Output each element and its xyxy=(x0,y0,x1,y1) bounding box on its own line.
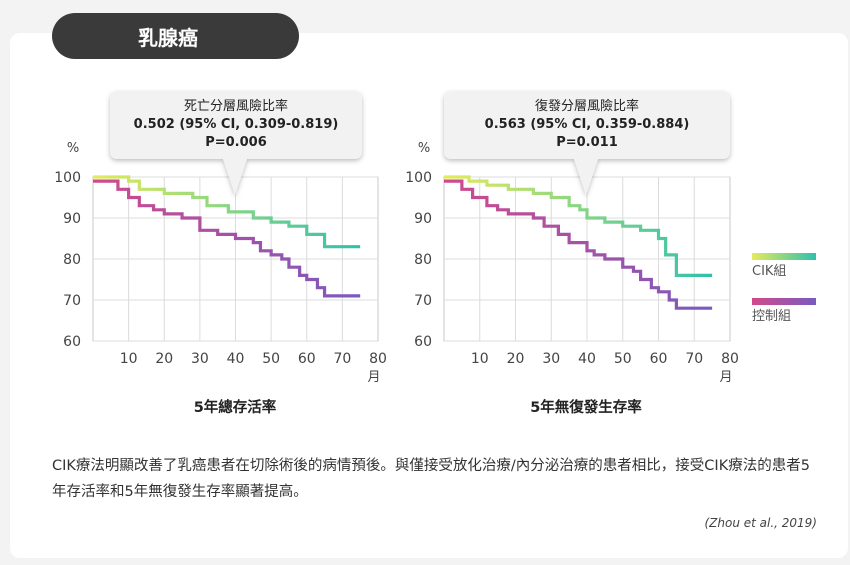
chart-title: 5年總存活率 xyxy=(194,398,277,416)
x-tick-label: 40 xyxy=(227,351,245,367)
chart-title: 5年無復發生存率 xyxy=(530,398,642,416)
x-axis-unit: 月 xyxy=(719,370,732,385)
chart-panel-1: 100 90 80 70 60 10 20 30 40 50 60 70 80% 月 5年總存活率死亡分層風… xyxy=(54,91,387,416)
x-tick-label: 10 xyxy=(471,351,489,367)
page-title: 乳腺癌 xyxy=(52,13,299,59)
y-tick-label: 80 xyxy=(414,252,432,268)
x-tick-label: 30 xyxy=(191,351,209,367)
y-tick-label: 100 xyxy=(405,170,432,186)
legend-label: 控制組 xyxy=(752,309,791,324)
x-tick-label: 50 xyxy=(614,351,632,367)
y-tick-label: 80 xyxy=(63,252,81,268)
y-axis-unit: % xyxy=(418,141,430,156)
y-tick-label: 90 xyxy=(414,211,432,227)
x-tick-label: 70 xyxy=(685,351,703,367)
legend-label: CIK組 xyxy=(752,264,786,279)
y-tick-label: 90 xyxy=(63,211,81,227)
x-axis-unit: 月 xyxy=(367,370,380,385)
callout-line-1: 復發分層風險比率 xyxy=(535,98,639,114)
x-tick-label: 30 xyxy=(542,351,560,367)
x-tick-label: 10 xyxy=(120,351,138,367)
page-title-text: 乳腺癌 xyxy=(138,25,198,50)
legend-swatch xyxy=(752,298,816,305)
callout-line-2: 0.502 (95% CI, 0.309-0.819) xyxy=(134,117,339,132)
y-tick-label: 100 xyxy=(54,170,81,186)
hazard-ratio-callout xyxy=(444,91,730,195)
x-tick-label: 60 xyxy=(298,351,316,367)
x-tick-label: 70 xyxy=(333,351,351,367)
callout-line-3: P=0.006 xyxy=(205,135,267,150)
y-tick-label: 70 xyxy=(414,293,432,309)
series-line-control xyxy=(93,179,361,298)
callout-line-1: 死亡分層風險比率 xyxy=(184,98,288,114)
chart-panel-2: 100 90 80 70 60 10 20 30 40 50 60 70 80% 月 5年無復發生存率復發分… xyxy=(405,91,739,416)
x-tick-label: 20 xyxy=(155,351,173,367)
callout-line-2: 0.563 (95% CI, 0.359-0.884) xyxy=(485,117,690,132)
citation: (Zhou et al., 2019) xyxy=(704,516,817,530)
series-line-control xyxy=(444,179,713,310)
x-tick-label: 50 xyxy=(262,351,280,367)
y-tick-label: 70 xyxy=(63,293,81,309)
series-line-cik xyxy=(93,175,361,249)
hazard-ratio-callout xyxy=(110,91,362,195)
y-tick-label: 60 xyxy=(63,334,81,350)
x-tick-label: 80 xyxy=(369,351,387,367)
caption-text: CIK療法明顯改善了乳癌患者在切除術後的病情預後。與僅接受放化治療/內分泌治療的… xyxy=(52,458,810,500)
x-tick-label: 60 xyxy=(650,351,668,367)
callout-line-3: P=0.011 xyxy=(556,135,618,150)
y-tick-label: 60 xyxy=(414,334,432,350)
legend-swatch xyxy=(752,253,816,260)
x-tick-label: 40 xyxy=(578,351,596,367)
series-line-cik xyxy=(444,175,713,277)
x-tick-label: 80 xyxy=(721,351,739,367)
x-tick-label: 20 xyxy=(507,351,525,367)
y-axis-unit: % xyxy=(67,141,79,156)
